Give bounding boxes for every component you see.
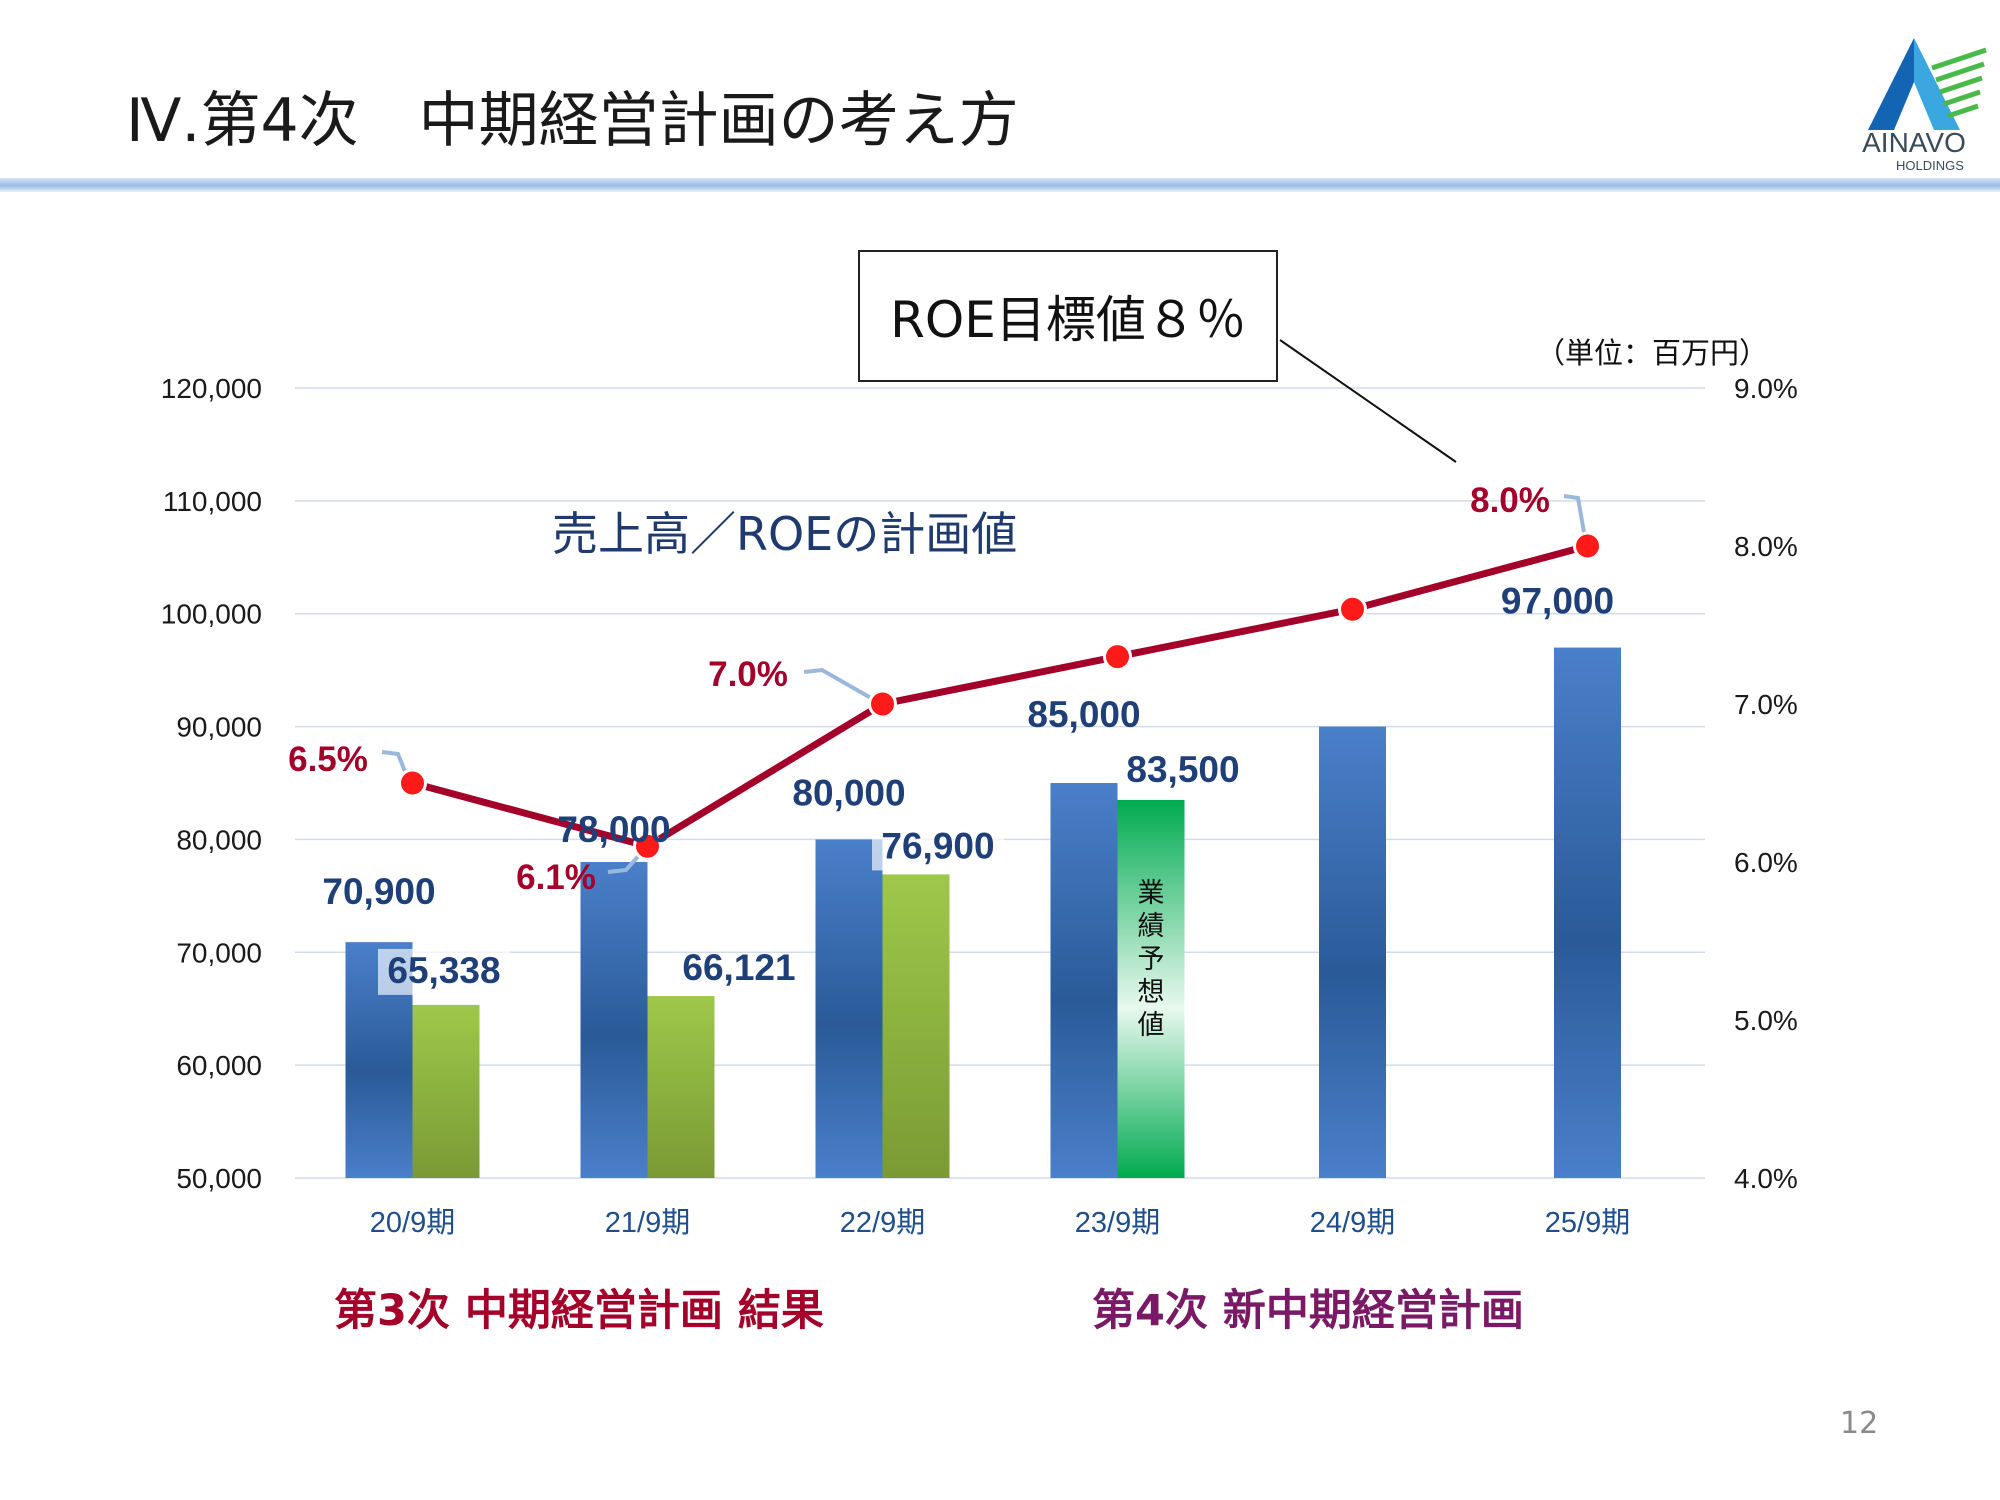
forecast-bar <box>1117 799 1185 1178</box>
roe-point <box>1103 642 1132 672</box>
x-category-label: 21/9期 <box>605 1207 690 1239</box>
roe-point <box>868 689 897 719</box>
result-data-label: 83,500 <box>1126 749 1239 790</box>
roe-label-leader <box>803 667 879 704</box>
y-left-tick-label: 120,000 <box>161 373 262 404</box>
result-label-backdrop <box>872 824 1004 871</box>
plan-bar <box>1554 647 1621 1178</box>
section-label-fourth-plan: 第4次 新中期経営計画 <box>1092 1286 1524 1336</box>
plan-data-label: 97,000 <box>1501 581 1614 622</box>
y-left-tick-label: 80,000 <box>176 824 262 855</box>
roe-point <box>633 831 662 861</box>
chart-title: 売上高／ROEの計画値 <box>552 507 1018 561</box>
page-number: 12 <box>1840 1406 1879 1441</box>
x-category-label: 25/9期 <box>1545 1207 1630 1239</box>
y-left-tick-label: 100,000 <box>161 599 262 630</box>
plan-data-label: 85,000 <box>1027 694 1140 735</box>
x-category-label: 23/9期 <box>1075 1207 1160 1239</box>
y-right-tick-label: 9.0% <box>1734 373 1798 404</box>
roe-data-label: 8.0% <box>1470 481 1550 520</box>
callout-pointer <box>1279 339 1457 463</box>
roe-data-label: 6.5% <box>288 740 368 779</box>
plan-bar <box>815 839 883 1178</box>
y-right-tick-label: 7.0% <box>1734 689 1798 720</box>
result-label-backdrop <box>378 948 510 995</box>
roe-label-leader <box>607 850 644 874</box>
unit-label: （単位：百万円） <box>1536 336 1769 370</box>
roe-data-label: 6.1% <box>516 858 596 897</box>
roe-point <box>1573 531 1602 561</box>
x-category-label: 22/9期 <box>840 1207 925 1239</box>
result-bar <box>412 1004 480 1178</box>
plan-bar <box>580 862 648 1178</box>
plan-data-label: 80,000 <box>792 772 905 813</box>
y-left-tick-label: 90,000 <box>176 712 262 743</box>
roe-point <box>1338 594 1367 624</box>
plan-data-label: 70,900 <box>322 871 435 912</box>
page-title: Ⅳ.第4次 中期経営計画の考え方 <box>126 86 1019 156</box>
y-left-tick-label: 70,000 <box>176 937 262 968</box>
y-left-tick-label: 50,000 <box>176 1163 262 1194</box>
forecast-note-char: 予 <box>1138 944 1165 975</box>
roe-label-leader <box>1563 494 1588 545</box>
y-left-tick-label: 60,000 <box>176 1050 262 1081</box>
x-category-label: 20/9期 <box>370 1207 455 1239</box>
result-data-label: 65,338 <box>387 950 500 991</box>
roe-data-label: 7.0% <box>708 655 788 694</box>
plan-data-label: 78,000 <box>557 809 670 850</box>
title-divider <box>0 178 2000 192</box>
forecast-note-char: 想 <box>1138 977 1165 1008</box>
result-data-label: 76,900 <box>881 825 994 866</box>
logo-stripes <box>1931 47 1987 119</box>
roe-line <box>411 542 1589 850</box>
plan-bar <box>1050 783 1118 1178</box>
roe-point <box>398 768 427 798</box>
forecast-note-char: 績 <box>1138 911 1165 942</box>
section-label-third-plan: 第3次 中期経営計画 結果 <box>334 1286 824 1336</box>
y-right-tick-label: 6.0% <box>1734 847 1798 878</box>
roe-target-callout: ROE目標値８％ <box>858 250 1278 382</box>
forecast-note-char: 値 <box>1138 1010 1165 1041</box>
logo-right-peak <box>1914 38 1960 130</box>
logo-text: AINAVO <box>1862 127 1966 158</box>
forecast-note-char: 業 <box>1138 878 1165 909</box>
logo-subtext: HOLDINGS <box>1896 158 1964 173</box>
y-right-tick-label: 8.0% <box>1734 531 1798 562</box>
x-category-label: 24/9期 <box>1310 1207 1395 1239</box>
y-right-tick-label: 4.0% <box>1734 1163 1798 1194</box>
result-data-label: 66,121 <box>682 947 795 988</box>
ainavo-a-mountain-logo: AINAVO HOLDINGS <box>1862 38 1987 173</box>
plan-bar <box>1319 726 1386 1178</box>
y-left-tick-label: 110,000 <box>163 486 262 517</box>
result-bar <box>882 874 950 1178</box>
result-bar <box>647 996 715 1178</box>
logo-left-peak <box>1868 38 1914 130</box>
y-right-tick-label: 5.0% <box>1734 1005 1798 1036</box>
